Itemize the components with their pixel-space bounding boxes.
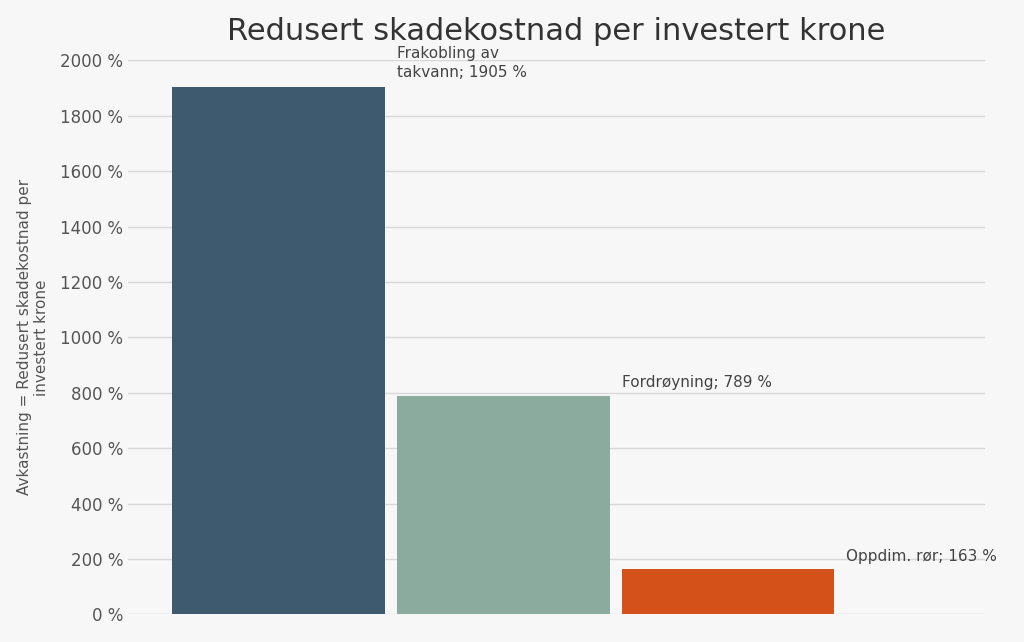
Text: Frakobling av
takvann; 1905 %: Frakobling av takvann; 1905 % bbox=[397, 46, 527, 80]
Text: Fordrøyning; 789 %: Fordrøyning; 789 % bbox=[622, 375, 772, 390]
Bar bbox=[397, 396, 610, 614]
Title: Redusert skadekostnad per investert krone: Redusert skadekostnad per investert kron… bbox=[227, 17, 886, 46]
Bar bbox=[622, 569, 835, 614]
Bar bbox=[172, 87, 385, 614]
Text: Oppdim. rør; 163 %: Oppdim. rør; 163 % bbox=[846, 549, 997, 564]
Y-axis label: Avkastning = Redusert skadekostnad per
investert krone: Avkastning = Redusert skadekostnad per i… bbox=[16, 179, 49, 496]
